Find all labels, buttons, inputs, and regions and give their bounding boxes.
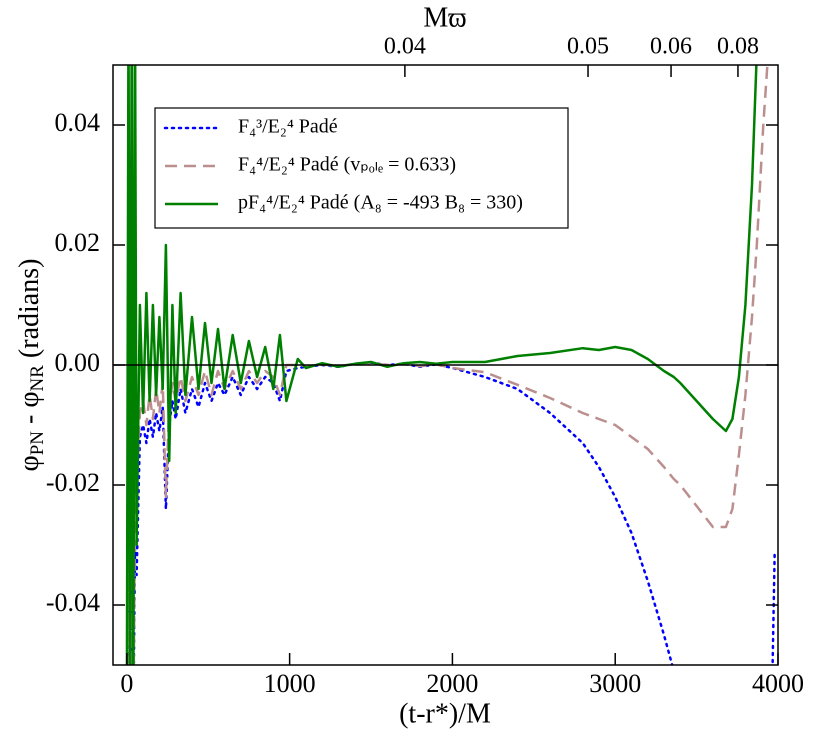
- y-axis-label: φPN - φNR (radians): [14, 259, 48, 472]
- x-tick-label: 1000: [264, 669, 316, 698]
- legend-label: F₄⁴/E₂⁴ Padé (vₚₒₗₑ = 0.633): [238, 154, 456, 176]
- series-line: [126, 361, 776, 665]
- y-label-part: NR: [27, 365, 48, 392]
- x-tick-label: 0: [120, 669, 133, 698]
- series-line: [126, 65, 769, 665]
- series-line: [125, 65, 758, 665]
- y-tick-label: -0.04: [46, 588, 100, 617]
- plot-lines: [125, 65, 776, 665]
- y-label-part: - φ: [14, 391, 45, 430]
- x-tick-label: 3000: [589, 669, 641, 698]
- legend: F₄³/E₂⁴ Padé F₄⁴/E₂⁴ Padé (vₚₒₗₑ = 0.633)…: [154, 107, 569, 229]
- y-tick-label: 0.02: [55, 228, 101, 257]
- legend-label: F₄³/E₂⁴ Padé: [238, 116, 338, 138]
- y-tick-label: -0.02: [46, 468, 100, 497]
- y-label-part: (radians): [14, 259, 45, 366]
- top-tick-label: 0.08: [717, 34, 759, 60]
- y-tick-label: 0.00: [55, 348, 101, 377]
- legend-box: [154, 107, 569, 229]
- legend-label: pF₄⁴/E₂⁴ Padé (A₈ = -493 B₈ = 330): [238, 192, 523, 214]
- top-axis-label: Mϖ: [423, 2, 466, 33]
- y-label-part: φ: [14, 455, 45, 471]
- top-tick-label: 0.06: [650, 34, 692, 60]
- x-tick-label: 4000: [752, 669, 804, 698]
- top-tick-label: 0.04: [384, 34, 426, 60]
- y-label-part: PN: [27, 431, 48, 456]
- x-tick-label: 2000: [426, 669, 478, 698]
- y-tick-label: 0.04: [55, 108, 101, 137]
- top-tick-label: 0.05: [567, 34, 609, 60]
- x-axis-label: (t-r*)/M: [399, 698, 491, 729]
